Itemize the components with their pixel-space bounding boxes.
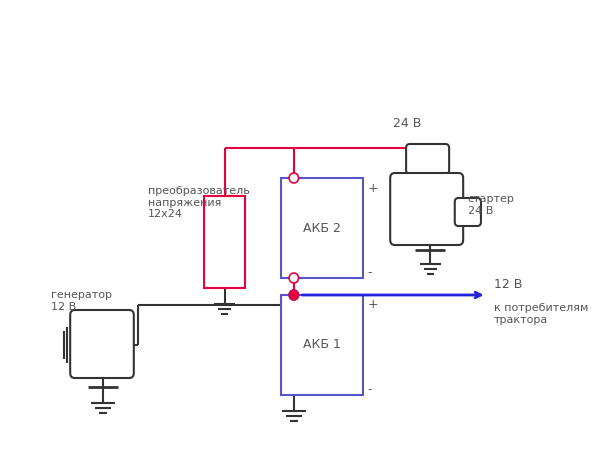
Circle shape	[289, 173, 298, 183]
Text: -: -	[368, 266, 372, 279]
Circle shape	[289, 290, 298, 300]
Text: преобразователь
напряжения
12х24: преобразователь напряжения 12х24	[148, 186, 250, 219]
Circle shape	[289, 290, 298, 300]
Text: стартер
24 В: стартер 24 В	[468, 194, 515, 216]
Text: 24 В: 24 В	[393, 117, 421, 130]
Circle shape	[289, 273, 298, 283]
FancyBboxPatch shape	[70, 310, 134, 378]
Text: 12 В: 12 В	[494, 279, 523, 292]
Bar	[281, 178, 363, 278]
Text: -: -	[368, 383, 372, 396]
Bar	[204, 196, 245, 288]
Text: +: +	[368, 181, 379, 194]
Text: к потребителям
трактора: к потребителям трактора	[494, 303, 589, 324]
FancyBboxPatch shape	[390, 173, 463, 245]
Text: АКБ 2: АКБ 2	[303, 221, 341, 234]
FancyBboxPatch shape	[406, 144, 449, 174]
Text: генератор
12 В: генератор 12 В	[52, 290, 112, 311]
Text: АКБ 1: АКБ 1	[303, 338, 341, 351]
Bar	[281, 295, 363, 395]
Text: +: +	[368, 298, 379, 311]
FancyBboxPatch shape	[455, 198, 481, 226]
